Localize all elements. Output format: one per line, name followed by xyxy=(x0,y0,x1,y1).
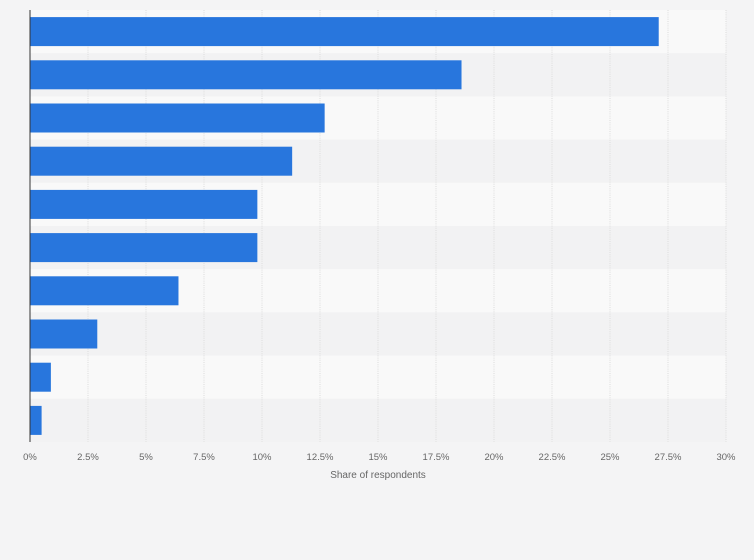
bar xyxy=(30,233,258,263)
bar xyxy=(30,189,258,219)
x-tick-label: 5% xyxy=(139,452,153,463)
bar xyxy=(30,17,659,47)
gridlines xyxy=(87,10,727,442)
bar xyxy=(30,103,325,133)
x-tick-label: 10% xyxy=(252,452,272,463)
x-tick-label: 20% xyxy=(484,452,504,463)
bar xyxy=(30,319,98,349)
x-tick-label: 12.5% xyxy=(307,452,334,463)
x-tick-labels: 0% 2.5% 5% 7.5% 10% 12.5% 15% 17.5% 20% 22.5% 25% 2… xyxy=(23,452,736,463)
bar xyxy=(30,362,51,392)
bar xyxy=(30,146,293,176)
bar xyxy=(30,60,462,90)
x-tick-label: 2.5% xyxy=(77,452,99,463)
x-tick-label: 7.5% xyxy=(193,452,215,463)
x-tick-label: 15% xyxy=(368,452,388,463)
x-tick-label: 0% xyxy=(23,452,37,463)
x-tick-label: 30% xyxy=(716,452,736,463)
x-tick-label: 27.5% xyxy=(655,452,682,463)
x-tick-label: 17.5% xyxy=(423,452,450,463)
x-axis-title: Share of respondents xyxy=(330,470,426,481)
bar xyxy=(30,405,42,435)
bar xyxy=(30,276,179,306)
x-tick-label: 22.5% xyxy=(539,452,566,463)
bars xyxy=(30,17,659,435)
x-tick-label: 25% xyxy=(600,452,620,463)
